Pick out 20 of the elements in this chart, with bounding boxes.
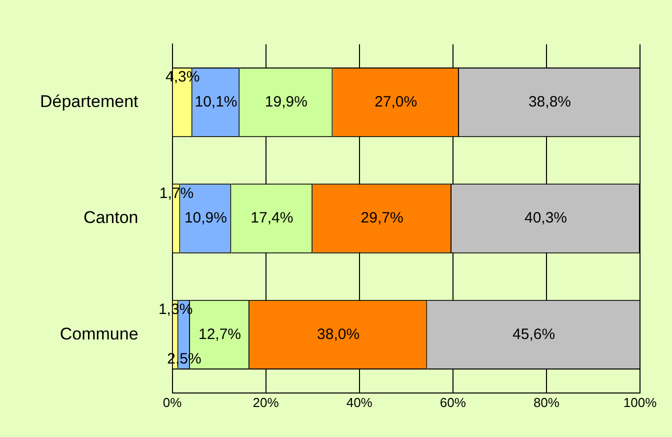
x-tick-label: 40% xyxy=(346,395,373,410)
data-label: 27,0% xyxy=(374,93,418,110)
data-label: 45,6% xyxy=(512,326,556,343)
x-tick-label: 60% xyxy=(440,395,466,410)
data-label: 38,8% xyxy=(528,93,571,110)
x-tick-label: 20% xyxy=(252,395,280,410)
data-label: 12,7% xyxy=(198,326,242,343)
data-label: 40,3% xyxy=(524,210,568,227)
y-tick-label: Canton xyxy=(83,208,138,228)
data-label: 29,7% xyxy=(360,210,404,227)
data-label: 17,4% xyxy=(250,210,294,227)
data-label: 10,9% xyxy=(184,210,227,227)
y-tick-label: Commune xyxy=(60,324,138,344)
x-tick-label: 80% xyxy=(533,395,560,410)
x-tick-label: 0% xyxy=(162,395,182,410)
x-tick-label: 100% xyxy=(623,395,658,410)
data-label: 38,0% xyxy=(317,326,360,343)
data-label: 19,9% xyxy=(264,93,308,110)
y-tick-label: Département xyxy=(40,92,139,111)
data-label: 10,1% xyxy=(194,93,238,110)
